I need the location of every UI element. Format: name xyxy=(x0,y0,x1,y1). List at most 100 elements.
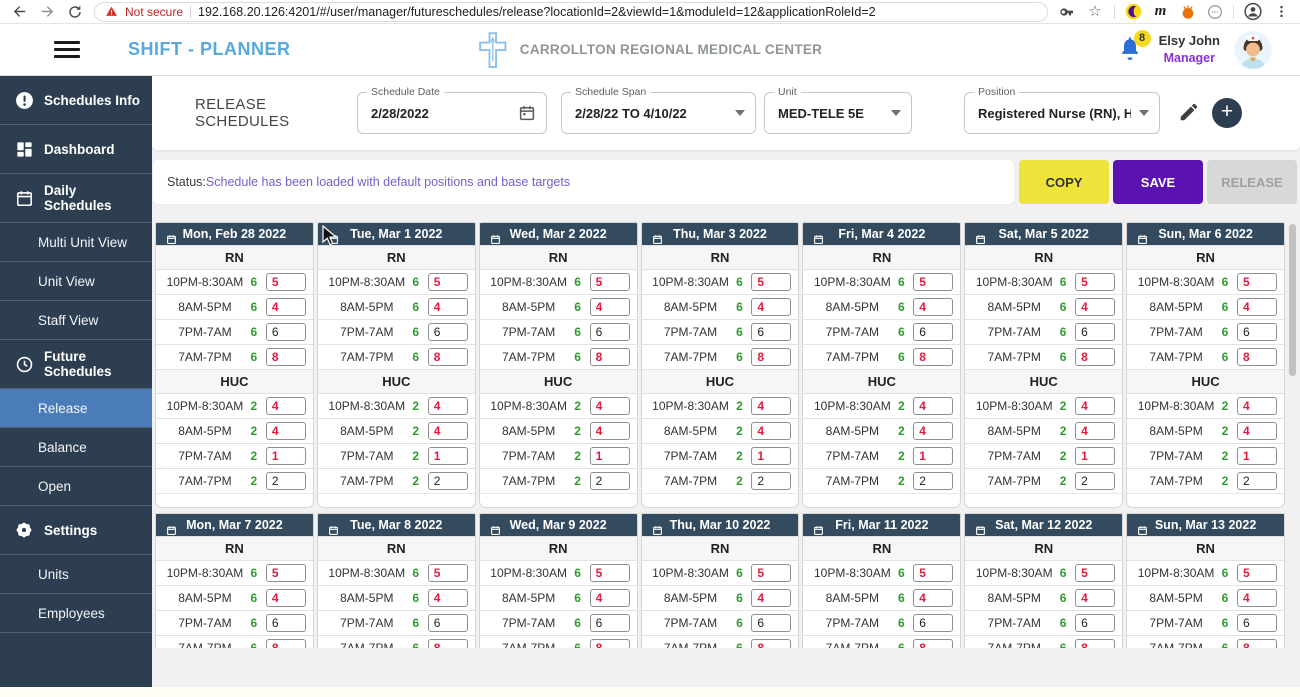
scheduled-count-input[interactable] xyxy=(1237,273,1277,291)
scheduled-count-input[interactable] xyxy=(1075,422,1116,440)
scheduled-count-input[interactable] xyxy=(1075,397,1116,415)
sidebar-item-daily-schedules[interactable]: Daily Schedules xyxy=(0,174,152,223)
save-button[interactable]: SAVE xyxy=(1113,160,1203,204)
scheduled-count-input[interactable] xyxy=(913,589,954,607)
scheduled-count-input[interactable] xyxy=(913,472,954,490)
scheduled-count-input[interactable] xyxy=(751,273,792,291)
circle-extension-icon[interactable] xyxy=(1206,3,1223,20)
scheduled-count-input[interactable] xyxy=(589,614,630,632)
scheduled-count-input[interactable] xyxy=(751,298,792,316)
scheduled-count-input[interactable] xyxy=(1237,348,1277,366)
scheduled-count-input[interactable] xyxy=(265,422,306,440)
sidebar-item-units[interactable]: Units xyxy=(0,555,152,594)
browser-profile-icon[interactable] xyxy=(1244,2,1262,21)
edit-pencil-icon[interactable] xyxy=(1178,101,1202,125)
release-button[interactable]: RELEASE xyxy=(1207,160,1297,204)
chevron-down-icon[interactable] xyxy=(735,110,745,116)
scheduled-count-input[interactable] xyxy=(427,447,468,465)
field-schedule-date[interactable]: Schedule Date 2/28/2022 xyxy=(357,86,547,134)
scheduled-count-input[interactable] xyxy=(913,614,954,632)
scheduled-count-input[interactable] xyxy=(1237,639,1277,648)
scheduled-count-input[interactable] xyxy=(751,447,792,465)
scheduled-count-input[interactable] xyxy=(265,472,306,490)
user-avatar[interactable] xyxy=(1234,30,1272,69)
scheduled-count-input[interactable] xyxy=(751,422,792,440)
sidebar-item-future-schedules[interactable]: Future Schedules xyxy=(0,340,152,389)
scheduled-count-input[interactable] xyxy=(427,298,468,316)
reload-icon[interactable] xyxy=(66,3,84,21)
scheduled-count-input[interactable] xyxy=(589,298,630,316)
scheduled-count-input[interactable] xyxy=(265,447,306,465)
scheduled-count-input[interactable] xyxy=(1237,447,1277,465)
scheduled-count-input[interactable] xyxy=(589,564,630,582)
scheduled-count-input[interactable] xyxy=(265,298,306,316)
sidebar-item-multi-unit-view[interactable]: Multi Unit View xyxy=(0,223,152,262)
scheduled-count-input[interactable] xyxy=(751,472,792,490)
bookmark-star-icon[interactable]: ☆ xyxy=(1088,3,1102,20)
scheduled-count-input[interactable] xyxy=(751,397,792,415)
scheduled-count-input[interactable] xyxy=(265,639,306,648)
scheduled-count-input[interactable] xyxy=(265,564,306,582)
scheduled-count-input[interactable] xyxy=(913,397,954,415)
scheduled-count-input[interactable] xyxy=(751,323,792,341)
scheduled-count-input[interactable] xyxy=(427,397,468,415)
notifications-bell-icon[interactable]: 8 xyxy=(1117,29,1151,64)
scheduled-count-input[interactable] xyxy=(265,589,306,607)
scheduled-count-input[interactable] xyxy=(1075,323,1116,341)
scheduled-count-input[interactable] xyxy=(913,564,954,582)
scheduled-count-input[interactable] xyxy=(589,589,630,607)
browser-menu-dots-icon[interactable] xyxy=(1272,3,1290,21)
scheduled-count-input[interactable] xyxy=(1075,472,1116,490)
scheduled-count-input[interactable] xyxy=(1075,298,1116,316)
sidebar-item-release[interactable]: Release xyxy=(0,389,152,428)
scheduled-count-input[interactable] xyxy=(913,273,954,291)
scheduled-count-input[interactable] xyxy=(751,564,792,582)
scheduled-count-input[interactable] xyxy=(589,639,630,648)
scheduled-count-input[interactable] xyxy=(751,589,792,607)
scheduled-count-input[interactable] xyxy=(1237,397,1277,415)
add-button[interactable]: + xyxy=(1212,98,1242,128)
scheduled-count-input[interactable] xyxy=(265,348,306,366)
scheduled-count-input[interactable] xyxy=(265,614,306,632)
scheduled-count-input[interactable] xyxy=(1237,422,1277,440)
scheduled-count-input[interactable] xyxy=(427,614,468,632)
sidebar-item-open[interactable]: Open xyxy=(0,467,152,506)
m-extension-icon[interactable]: m xyxy=(1154,3,1167,19)
scheduled-count-input[interactable] xyxy=(589,273,630,291)
scheduled-count-input[interactable] xyxy=(589,323,630,341)
scheduled-count-input[interactable] xyxy=(1075,273,1116,291)
sidebar-item-employees[interactable]: Employees xyxy=(0,594,152,633)
scheduled-count-input[interactable] xyxy=(1075,589,1116,607)
scheduled-count-input[interactable] xyxy=(427,323,468,341)
calendar-icon[interactable] xyxy=(518,104,536,122)
scheduled-count-input[interactable] xyxy=(427,422,468,440)
scheduled-count-input[interactable] xyxy=(427,348,468,366)
scheduled-count-input[interactable] xyxy=(913,348,954,366)
sidebar-item-dashboard[interactable]: Dashboard xyxy=(0,125,152,174)
password-key-icon[interactable] xyxy=(1058,3,1076,21)
scheduled-count-input[interactable] xyxy=(751,614,792,632)
scheduled-count-input[interactable] xyxy=(589,397,630,415)
sidebar-item-balance[interactable]: Balance xyxy=(0,428,152,467)
field-unit[interactable]: Unit MED-TELE 5E xyxy=(764,86,912,134)
scheduled-count-input[interactable] xyxy=(1237,472,1277,490)
scheduled-count-input[interactable] xyxy=(1075,614,1116,632)
scheduled-count-input[interactable] xyxy=(1237,564,1277,582)
scheduled-count-input[interactable] xyxy=(913,323,954,341)
scheduled-count-input[interactable] xyxy=(589,422,630,440)
copy-button[interactable]: COPY xyxy=(1019,160,1109,204)
dark-reader-extension-icon[interactable] xyxy=(1125,3,1142,20)
scheduled-count-input[interactable] xyxy=(1075,348,1116,366)
scheduled-count-input[interactable] xyxy=(589,447,630,465)
scheduled-count-input[interactable] xyxy=(427,589,468,607)
scheduled-count-input[interactable] xyxy=(427,639,468,648)
back-icon[interactable] xyxy=(10,3,28,21)
scheduled-count-input[interactable] xyxy=(913,639,954,648)
address-bar[interactable]: Not secure 192.168.20.126:4201/#/user/ma… xyxy=(94,1,1048,22)
chevron-down-icon[interactable] xyxy=(891,110,901,116)
sidebar-item-unit-view[interactable]: Unit View xyxy=(0,262,152,301)
forward-icon[interactable] xyxy=(38,3,56,21)
scheduled-count-input[interactable] xyxy=(1237,323,1277,341)
scheduled-count-input[interactable] xyxy=(427,472,468,490)
scheduled-count-input[interactable] xyxy=(589,348,630,366)
